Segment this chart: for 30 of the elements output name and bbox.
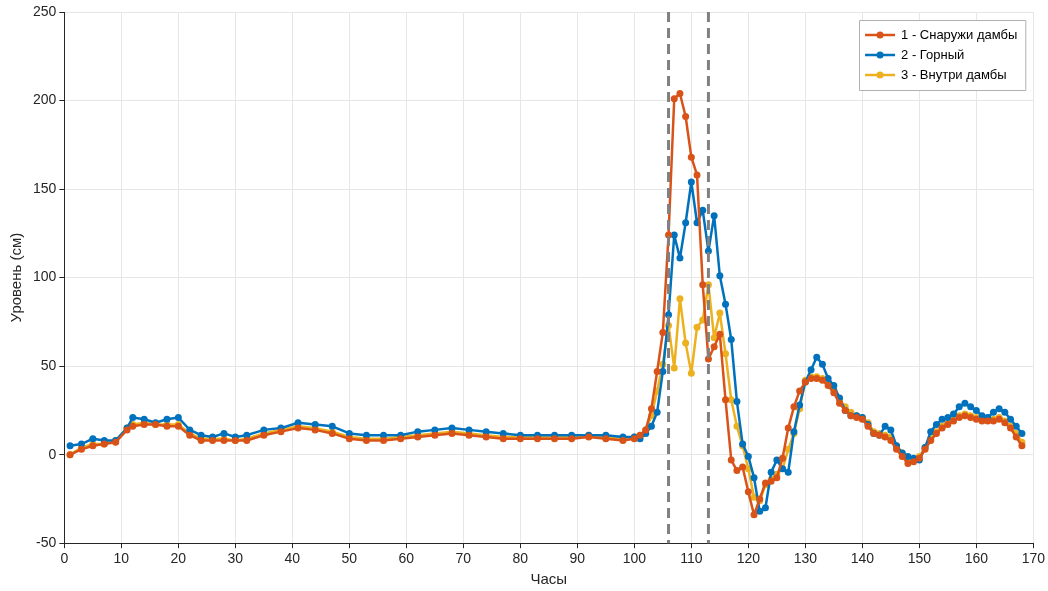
x-tick-label: 130 [793, 550, 818, 567]
y-tick-label: 250 [33, 2, 57, 19]
x-tick-label: 80 [512, 550, 529, 567]
x-tick-label: 90 [569, 550, 586, 567]
y-tick-label: 50 [40, 356, 57, 373]
x-tick-label: 50 [341, 550, 358, 567]
x-tick-label: 0 [60, 550, 69, 567]
x-tick-label: 160 [964, 550, 989, 567]
x-tick-label: 110 [680, 550, 703, 567]
x-tick-label: 30 [227, 550, 244, 567]
y-tick-label: 0 [48, 445, 57, 462]
x-tick-label: 140 [850, 550, 875, 567]
y-tick-label: 150 [33, 179, 57, 196]
legend-label: 2 - Горный [901, 46, 965, 62]
y-axis-title: Уровень (см) [7, 232, 25, 323]
legend-label: 3 - Внутри дамбы [901, 66, 1007, 82]
legend-label: 1 - Снаружи дамбы [901, 26, 1018, 42]
y-tick-label: -50 [36, 534, 57, 551]
x-tick-label: 70 [455, 550, 472, 567]
y-tick-label: 100 [33, 268, 57, 285]
x-tick-label: 150 [907, 550, 932, 567]
x-tick-label: 40 [284, 550, 301, 567]
x-tick-label: 10 [113, 550, 130, 567]
x-tick-label: 100 [622, 550, 647, 567]
x-tick-label: 170 [1021, 550, 1046, 567]
x-axis-title: Часы [530, 570, 568, 588]
x-tick-label: 60 [398, 550, 415, 567]
y-tick-label: 200 [33, 91, 57, 108]
x-tick-label: 20 [170, 550, 187, 567]
x-tick-label: 120 [736, 550, 761, 567]
